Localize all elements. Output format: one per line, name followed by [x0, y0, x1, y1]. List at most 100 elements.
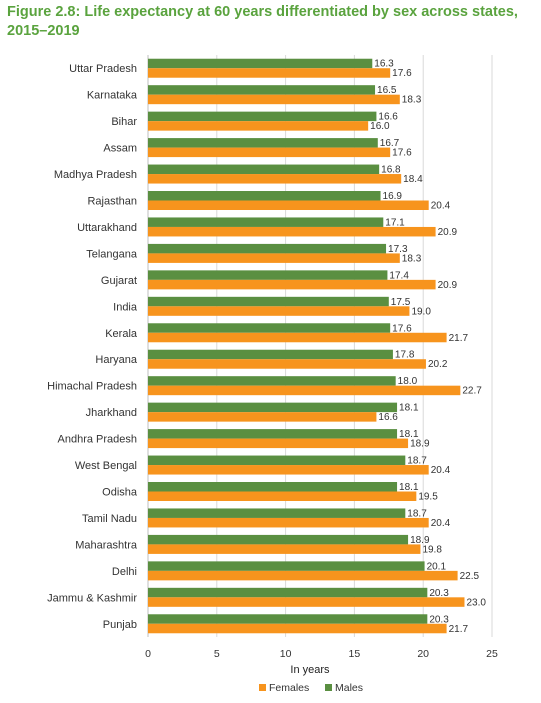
- value-label-males: 16.5: [377, 85, 397, 96]
- bar-males: [148, 243, 387, 254]
- value-labels: 16.317.616.518.316.616.016.717.616.818.4…: [370, 59, 486, 635]
- value-label-females: 18.4: [403, 174, 423, 185]
- value-label-females: 19.8: [422, 544, 442, 555]
- x-tick-label: 0: [145, 648, 151, 660]
- value-label-females: 22.5: [460, 571, 480, 582]
- value-label-females: 20.4: [431, 201, 451, 212]
- value-label-females: 22.7: [462, 386, 482, 397]
- bar-males: [148, 561, 425, 571]
- x-axis-title: In years: [290, 664, 330, 676]
- bar-males: [148, 508, 406, 518]
- category-label: Kerala: [105, 328, 138, 340]
- bar-females: [148, 253, 400, 263]
- legend-swatch: [259, 684, 266, 691]
- bar-males: [148, 349, 393, 360]
- value-label-females: 20.4: [431, 465, 451, 476]
- category-label: West Bengal: [75, 460, 137, 472]
- category-label: Maharashtra: [75, 539, 138, 551]
- bar-males: [148, 85, 376, 95]
- value-label-females: 16.0: [370, 121, 390, 132]
- value-label-males: 16.3: [374, 59, 394, 70]
- value-label-females: 19.0: [411, 306, 431, 317]
- category-label: Andhra Pradesh: [58, 434, 138, 446]
- bar-females: [148, 359, 426, 369]
- bar-males: [148, 217, 384, 227]
- x-axis-ticks: 0 5 10 15 20 25: [145, 648, 498, 660]
- bars: [148, 58, 465, 634]
- category-label: Jharkhand: [86, 407, 137, 419]
- category-label: Punjab: [103, 619, 137, 631]
- category-label: Rajasthan: [87, 196, 137, 208]
- x-tick-label: 15: [349, 648, 361, 660]
- category-label: Uttar Pradesh: [69, 63, 137, 75]
- category-label: Jammu & Kashmir: [47, 592, 137, 604]
- bar-females: [148, 306, 410, 316]
- legend: Females Males: [259, 682, 363, 694]
- category-label: India: [113, 301, 138, 313]
- bar-males: [148, 376, 396, 386]
- value-label-males: 18.1: [399, 429, 419, 440]
- value-label-females: 17.6: [392, 68, 412, 79]
- category-label: Bihar: [111, 116, 137, 128]
- legend-label: Females: [269, 682, 309, 694]
- bar-males: [148, 138, 378, 148]
- value-label-females: 19.5: [418, 492, 438, 503]
- bar-males: [148, 482, 398, 492]
- bar-females: [148, 465, 429, 475]
- value-label-males: 17.6: [392, 323, 412, 334]
- bar-females: [148, 147, 391, 158]
- bar-females: [148, 438, 409, 449]
- value-label-females: 17.6: [392, 148, 412, 159]
- bar-males: [148, 323, 391, 333]
- value-label-females: 21.7: [449, 624, 469, 635]
- value-label-males: 16.9: [383, 191, 403, 202]
- bar-females: [148, 226, 436, 237]
- bar-males: [148, 402, 398, 413]
- value-label-males: 16.8: [381, 165, 401, 176]
- category-label: Karnataka: [87, 90, 138, 102]
- value-label-females: 20.9: [438, 280, 458, 291]
- bar-females: [148, 597, 465, 607]
- bar-females: [148, 68, 391, 78]
- bar-males: [148, 111, 377, 122]
- value-label-males: 18.0: [398, 376, 418, 387]
- x-tick-label: 20: [417, 648, 429, 660]
- bar-females: [148, 121, 369, 131]
- legend-label: Males: [335, 682, 363, 694]
- bar-males: [148, 58, 373, 69]
- bar-females: [148, 491, 417, 501]
- value-label-males: 17.4: [389, 270, 409, 281]
- bar-females: [148, 200, 429, 210]
- value-label-males: 17.3: [388, 244, 408, 255]
- value-label-males: 18.1: [399, 482, 419, 493]
- bar-females: [148, 570, 458, 581]
- x-tick-label: 5: [214, 648, 220, 660]
- value-label-males: 17.5: [391, 297, 411, 308]
- bar-males: [148, 164, 380, 175]
- category-label: Tamil Nadu: [82, 513, 137, 525]
- bar-males: [148, 270, 388, 280]
- value-label-males: 16.6: [378, 112, 398, 123]
- value-label-males: 16.7: [380, 138, 400, 149]
- category-label: Assam: [103, 143, 137, 155]
- value-label-males: 20.1: [427, 561, 447, 572]
- category-label: Haryana: [95, 354, 137, 366]
- value-label-females: 20.9: [438, 227, 458, 238]
- x-tick-label: 10: [280, 648, 292, 660]
- bar-males: [148, 191, 381, 201]
- value-label-females: 18.3: [402, 253, 422, 264]
- value-label-males: 18.9: [410, 535, 430, 546]
- value-label-females: 18.9: [410, 439, 430, 450]
- category-label: Odisha: [102, 487, 138, 499]
- x-tick-label: 25: [486, 648, 498, 660]
- bar-females: [148, 623, 447, 634]
- bar-females: [148, 412, 377, 422]
- bar-males: [148, 614, 428, 624]
- value-label-males: 20.3: [429, 588, 449, 599]
- value-label-females: 16.6: [378, 412, 398, 423]
- bar-males: [148, 455, 406, 466]
- legend-swatch: [325, 684, 332, 691]
- bar-males: [148, 587, 428, 598]
- bar-males: [148, 429, 398, 439]
